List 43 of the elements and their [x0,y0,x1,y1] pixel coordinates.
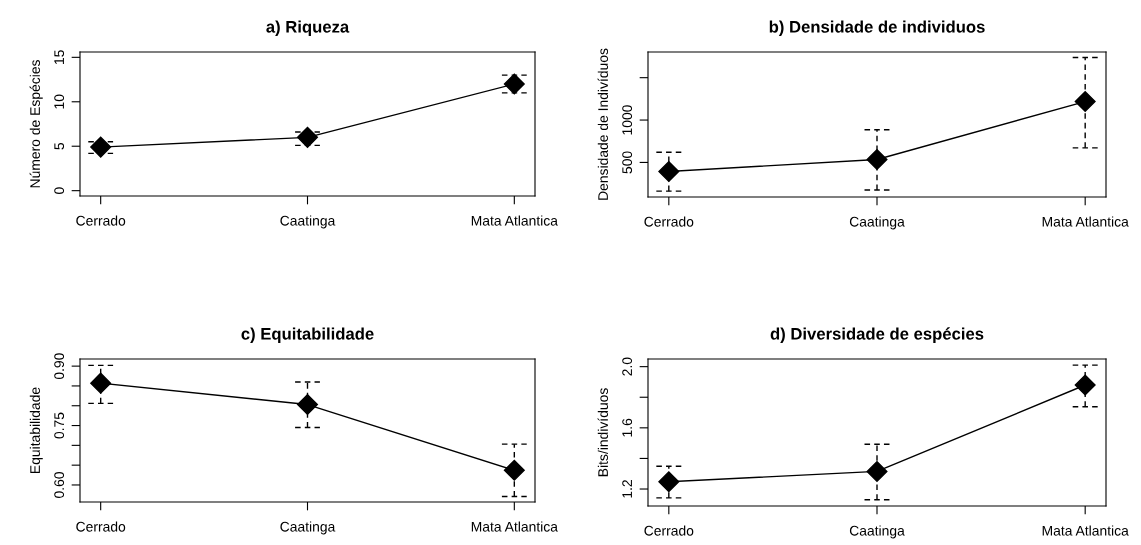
point [296,126,319,148]
y-tick-label: 15 [54,50,65,64]
point [90,136,112,158]
y-tick-label: 10 [54,94,65,109]
point [866,460,888,482]
point [866,149,888,171]
y-tick-label: 1.6 [622,418,633,437]
y-tick-label: 1.2 [622,480,632,498]
y-tick-label: 500 [622,151,633,174]
y-axis-title: Equitabilidade [29,387,43,473]
y-tick-label: 0.90 [54,353,65,380]
x-tick-label: Mata Atlantica [471,521,558,532]
point [296,394,319,416]
y-tick-label: 1000 [622,105,633,135]
point [658,160,680,183]
x-tick-label: Cerrado [644,216,694,227]
x-tick-label: Mata Atlantica [1042,216,1129,227]
chart-title: b) Densidade de individuos [769,20,985,37]
chart-title: a) Riqueza [266,20,350,37]
point [503,459,525,481]
x-tick-label: Cerrado [76,215,126,226]
point [1074,90,1096,113]
x-tick-label: Cerrado [644,525,694,536]
point [90,372,112,394]
y-axis-title: Número de Espécies [29,60,43,188]
y-tick-label: 5 [54,142,65,150]
point [658,471,680,493]
y-tick-label: 0.60 [54,471,65,498]
y-axis-title: Bits/indivíduos [597,388,608,477]
x-tick-label: Cerrado [76,521,126,532]
y-tick-label: 0.75 [54,412,65,439]
point [1074,374,1096,396]
x-tick-label: Caatinga [280,215,336,229]
y-tick-label: 0 [54,187,65,194]
chart-title: d) Diversidade de espécies [770,327,984,344]
y-axis-title: Densidade de Indivíduos [597,48,608,200]
x-tick-label: Caatinga [280,521,336,535]
y-tick-label: 2.0 [622,357,633,376]
x-tick-label: Caatinga [849,525,905,539]
chart-title: c) Equitabilidade [241,327,374,344]
x-tick-label: Caatinga [849,216,905,230]
x-tick-label: Mata Atlantica [1042,525,1129,536]
x-tick-label: Mata Atlantica [471,215,558,226]
